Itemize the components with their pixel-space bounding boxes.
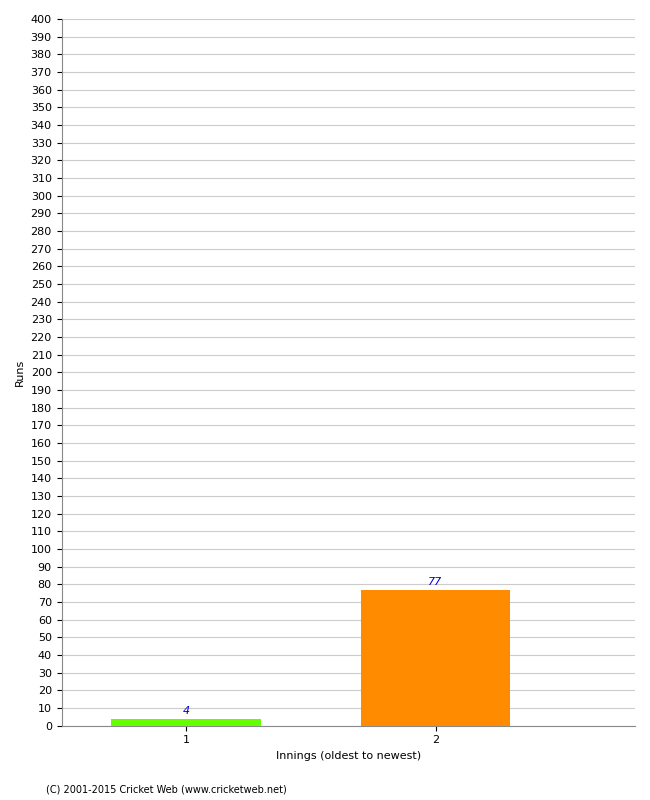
Bar (111, 718, 261, 726)
Y-axis label: Runs: Runs (15, 358, 25, 386)
Text: 77: 77 (428, 577, 443, 587)
Bar (361, 590, 510, 726)
Text: 4: 4 (183, 706, 190, 716)
X-axis label: Innings (oldest to newest): Innings (oldest to newest) (276, 751, 421, 761)
Text: (C) 2001-2015 Cricket Web (www.cricketweb.net): (C) 2001-2015 Cricket Web (www.cricketwe… (46, 784, 286, 794)
